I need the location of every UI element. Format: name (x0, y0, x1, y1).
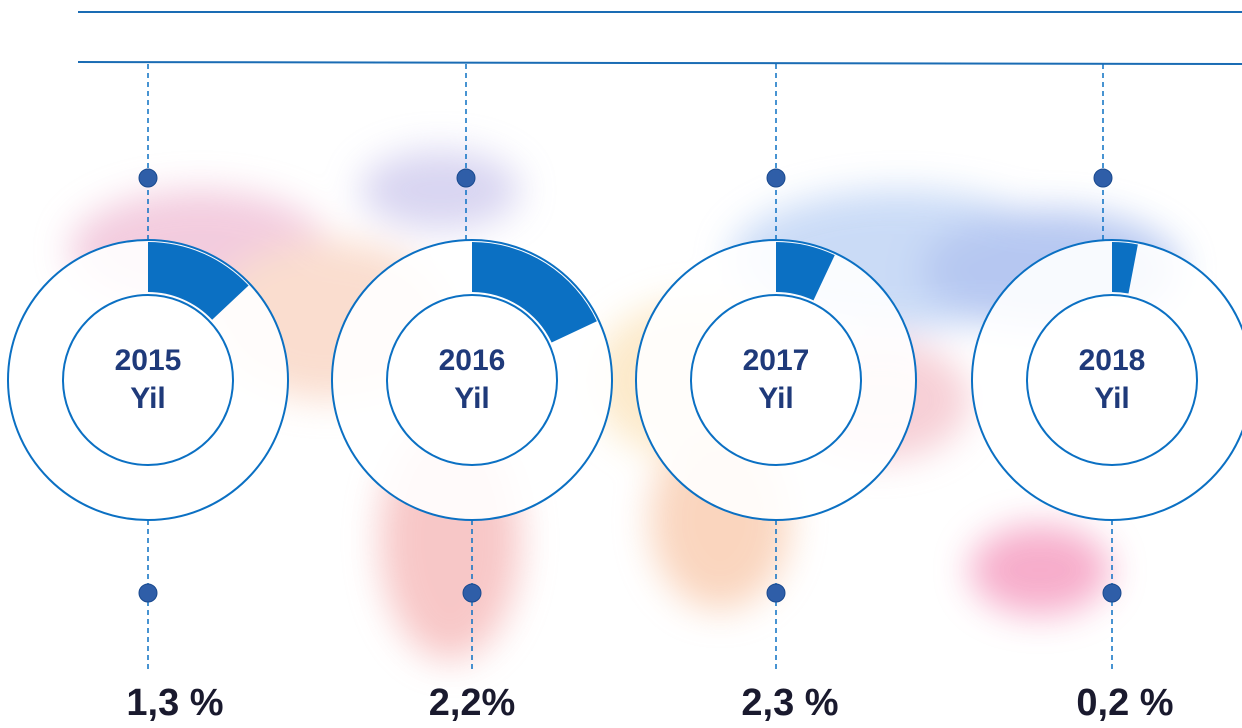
year-suffix: Yil (1094, 382, 1130, 415)
marker-dot (138, 583, 158, 603)
year-suffix: Yil (130, 382, 166, 415)
inner-ring (1026, 294, 1198, 466)
value-label: 2,2% (429, 682, 516, 724)
donut-wedge (148, 242, 249, 320)
value-label: 0,2 % (1076, 682, 1173, 724)
year-label: 2018 (1079, 344, 1146, 377)
year-label: 2015 (115, 344, 182, 377)
marker-dot (462, 583, 482, 603)
donut-group: 2015 Yil 1,3 % 2016 Yil 2,2% 2017 Yil 2,3 % 2018 Y… (7, 64, 1242, 724)
inner-ring (62, 294, 234, 466)
marker-dot (766, 168, 786, 188)
value-label: 2,3 % (741, 682, 838, 724)
year-suffix: Yil (758, 382, 794, 415)
marker-dot (1102, 583, 1122, 603)
year-suffix: Yil (454, 382, 490, 415)
value-label: 1,3 % (126, 682, 223, 724)
marker-dot (456, 168, 476, 188)
inner-ring (386, 294, 558, 466)
donut-wedge (776, 242, 835, 301)
inner-ring (690, 294, 862, 466)
year-label: 2016 (439, 344, 506, 377)
year-label: 2017 (743, 344, 810, 377)
marker-dot (1093, 168, 1113, 188)
second-rule (77, 61, 1242, 65)
marker-dot (766, 583, 786, 603)
marker-dot (138, 168, 158, 188)
donut-wedge (472, 242, 597, 343)
donut-wedge (1112, 242, 1138, 294)
